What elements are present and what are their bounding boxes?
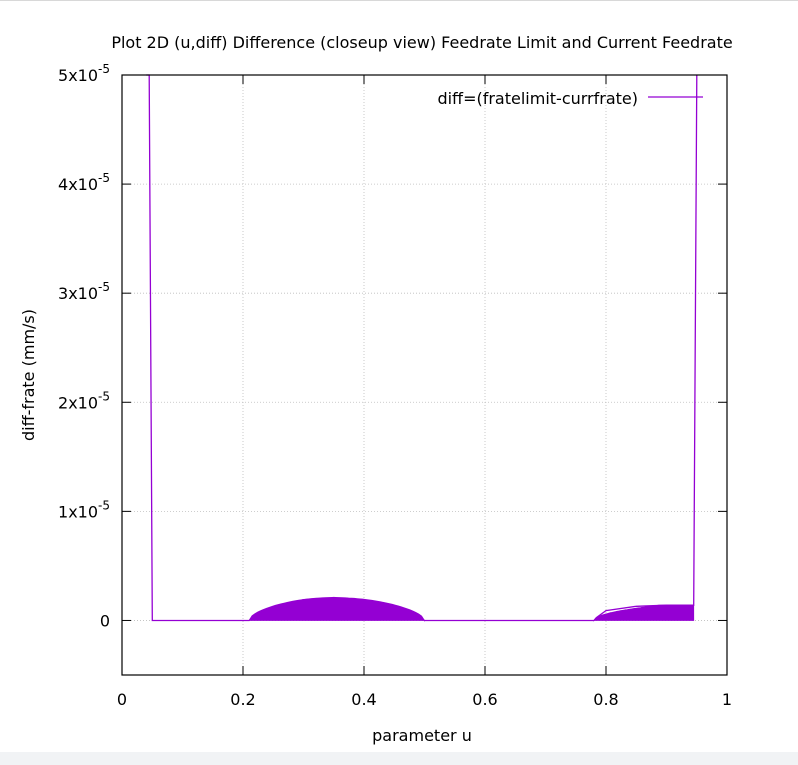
x-tick-label: 0.8 [593,690,618,709]
y-tick-label: 5x10-5 [58,62,110,85]
tick-marks [121,74,728,675]
x-tick-label: 0.2 [230,690,255,709]
legend-label: diff=(fratelimit-currfrate) [437,89,638,108]
x-tick-label: 0 [117,690,127,709]
chart-title: Plot 2D (u,diff) Difference (closeup vie… [111,33,732,52]
window-bottom-strip [0,752,798,765]
series-line [146,74,698,622]
y-tick-label: 0 [100,611,110,630]
series-layer [146,74,698,622]
y-tick-labels: 0 1x10-5 2x10-5 3x10-5 4x10-5 5x10-5 [58,62,110,630]
window-top-border [0,0,798,1]
x-tick-labels: 0 0.2 0.4 0.6 0.8 1 [117,690,732,709]
y-tick-label: 4x10-5 [58,171,110,194]
x-tick-label: 0.6 [472,690,497,709]
oscillation-band [593,604,695,622]
x-axis-label: parameter u [372,726,472,745]
legend: diff=(fratelimit-currfrate) [437,89,703,108]
grid [122,75,727,675]
y-tick-label: 1x10-5 [58,498,110,521]
x-tick-label: 0.4 [351,690,376,709]
y-tick-label: 2x10-5 [58,389,110,412]
y-axis-label: diff-frate (mm/s) [19,309,38,441]
x-tick-label: 1 [722,690,732,709]
plot-frame [121,74,728,676]
oscillation-band [248,597,425,622]
y-tick-label: 3x10-5 [58,280,110,303]
